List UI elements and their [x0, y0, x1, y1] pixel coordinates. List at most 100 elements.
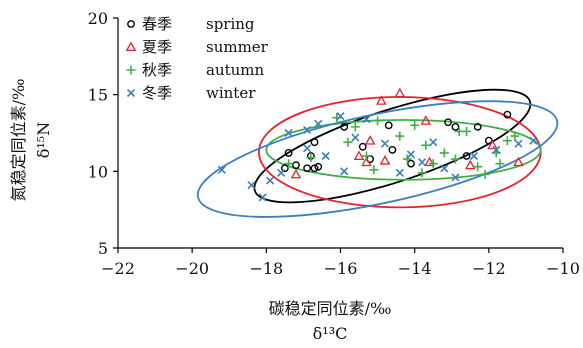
point-winter — [469, 151, 479, 161]
x-tick-label: −14 — [398, 259, 432, 278]
point-winter — [514, 139, 523, 148]
point-winter — [277, 168, 286, 177]
legend-label-summer: summer — [206, 38, 269, 56]
point-autumn — [421, 140, 431, 150]
x-axis-ticks: −22 −20 −18 −16 −14 −12 −10 — [101, 248, 580, 278]
legend-label-winter-zh: 冬季 — [142, 84, 172, 102]
point-winter — [284, 128, 293, 138]
point-summer — [394, 87, 406, 98]
x-tick-label: −12 — [472, 259, 506, 278]
point-winter — [321, 151, 330, 161]
legend: 春季 spring 夏季 summer 秋季 autumn 冬季 winter — [125, 15, 269, 102]
data-points — [217, 87, 538, 202]
point-summer — [487, 139, 498, 150]
point-autumn — [473, 162, 483, 172]
point-winter — [395, 168, 404, 177]
point-summer — [290, 168, 302, 179]
point-autumn — [402, 154, 412, 164]
point-winter — [362, 115, 371, 124]
legend-label-autumn-zh: 秋季 — [142, 61, 172, 79]
point-autumn — [410, 120, 420, 130]
point-summer — [361, 156, 372, 167]
point-winter — [217, 165, 226, 174]
point-spring — [280, 164, 289, 173]
point-winter — [336, 112, 345, 121]
confidence-ellipse-autumn — [265, 119, 542, 181]
point-spring — [292, 161, 300, 170]
point-autumn — [306, 153, 316, 163]
legend-marker-summer — [125, 41, 137, 52]
point-autumn — [428, 159, 438, 169]
point-winter — [429, 138, 438, 147]
point-autumn — [450, 154, 460, 164]
point-autumn — [480, 169, 490, 179]
point-spring — [388, 145, 397, 154]
point-winter — [418, 158, 427, 167]
y-axis-title: 氮稳定同位素/‰ — [9, 79, 28, 202]
point-winter — [492, 145, 501, 154]
point-summer — [420, 115, 432, 125]
point-spring — [451, 122, 460, 131]
point-winter — [314, 119, 323, 128]
point-spring — [407, 159, 415, 168]
point-spring — [473, 122, 482, 131]
legend-label-summer-zh: 夏季 — [142, 38, 172, 56]
y-axis-ticks: 5 10 15 20 — [88, 9, 118, 258]
point-autumn — [510, 131, 520, 141]
point-winter — [303, 125, 312, 134]
x-axis-title: 碳稳定同位素/‰ — [269, 299, 392, 318]
point-autumn — [495, 159, 505, 169]
point-autumn — [284, 159, 294, 169]
point-autumn — [462, 126, 472, 136]
legend-label-spring: spring — [206, 15, 255, 33]
point-spring — [314, 162, 323, 171]
point-winter — [529, 136, 538, 145]
point-summer — [375, 95, 387, 105]
point-spring — [340, 122, 349, 131]
point-summer — [464, 159, 476, 170]
legend-label-autumn: autumn — [206, 61, 265, 79]
legend-marker-winter — [126, 88, 136, 98]
point-spring — [358, 142, 367, 151]
y-tick-label: 20 — [88, 9, 108, 28]
legend-label-spring-zh: 春季 — [142, 15, 172, 33]
point-winter — [406, 150, 416, 159]
x-tick-label: −16 — [324, 259, 358, 278]
legend-marker-spring — [127, 20, 135, 28]
x-tick-label: −10 — [546, 259, 580, 278]
point-autumn — [350, 122, 360, 132]
point-winter — [451, 173, 460, 182]
point-spring — [284, 149, 293, 157]
point-winter — [351, 133, 360, 142]
point-autumn — [502, 136, 512, 146]
legend-label-winter: winter — [206, 84, 256, 102]
y-tick-label: 15 — [88, 86, 108, 105]
point-spring — [503, 110, 512, 119]
point-autumn — [373, 116, 383, 126]
confidence-ellipse-winter — [196, 100, 559, 218]
point-summer — [364, 135, 376, 145]
y-tick-label: 10 — [88, 162, 108, 181]
point-winter — [247, 181, 256, 190]
x-tick-label: −20 — [175, 259, 209, 278]
axes: −22 −20 −18 −16 −14 −12 −10 5 10 15 20 — [88, 9, 580, 278]
point-spring — [384, 121, 393, 130]
point-autumn — [361, 151, 371, 161]
point-summer — [353, 150, 365, 161]
legend-marker-autumn — [126, 65, 136, 75]
point-winter — [380, 139, 390, 148]
point-winter — [440, 164, 449, 173]
point-summer — [424, 156, 435, 167]
x-tick-label: −18 — [249, 259, 283, 278]
x-tick-label: −22 — [101, 259, 135, 278]
point-spring — [310, 164, 319, 173]
y-axis-subtitle: δ¹⁵N — [34, 122, 53, 158]
point-summer — [379, 155, 391, 165]
point-autumn — [395, 131, 405, 141]
x-axis-subtitle: δ¹³C — [313, 324, 348, 343]
point-autumn — [343, 137, 353, 147]
plot-area — [196, 87, 559, 218]
point-autumn — [439, 148, 449, 158]
point-spring — [462, 152, 471, 160]
